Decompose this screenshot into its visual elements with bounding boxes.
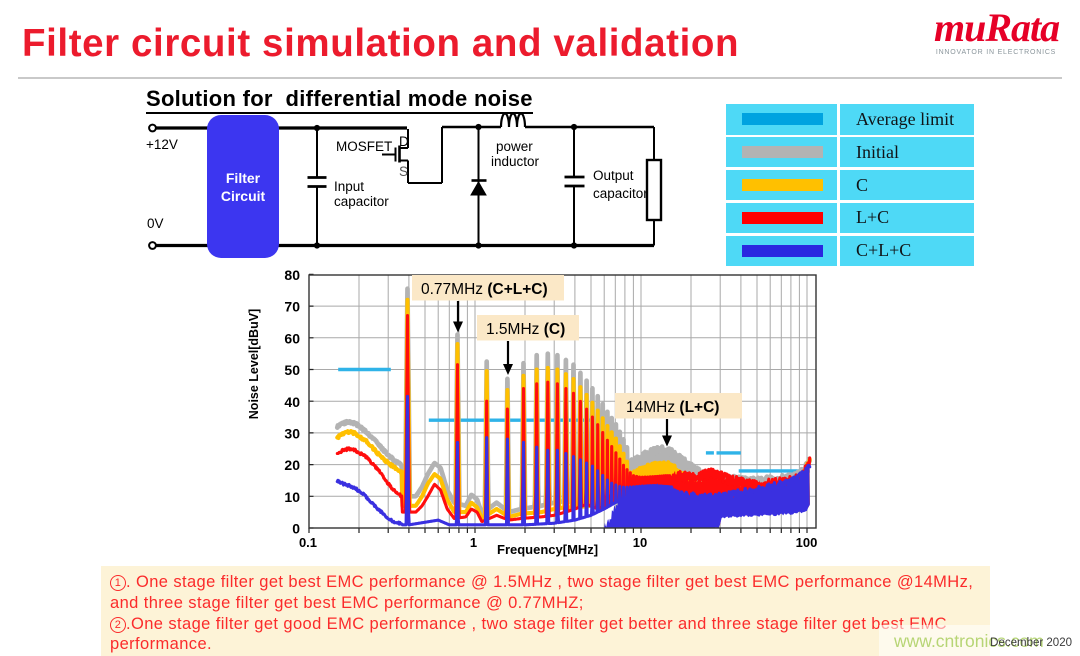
svg-text:20: 20	[284, 457, 300, 473]
svg-text:0.77MHz (C+L+C): 0.77MHz (C+L+C)	[421, 281, 548, 298]
svg-text:80: 80	[284, 267, 300, 283]
svg-text:+12V: +12V	[146, 137, 178, 152]
svg-text:Frequency[MHz]: Frequency[MHz]	[497, 542, 598, 557]
svg-text:inductor: inductor	[491, 154, 540, 169]
svg-text:capacitor: capacitor	[334, 194, 389, 209]
svg-text:capacitor: capacitor	[593, 186, 648, 201]
svg-text:60: 60	[284, 330, 300, 346]
svg-text:Noise Level[dBuV]: Noise Level[dBuV]	[247, 309, 261, 419]
svg-text:30: 30	[284, 426, 300, 442]
svg-text:Output: Output	[593, 168, 634, 183]
svg-text:MOSFET: MOSFET	[336, 139, 392, 154]
svg-text:1: 1	[470, 535, 477, 550]
svg-text:Filter: Filter	[226, 170, 261, 186]
svg-text:0V: 0V	[147, 216, 164, 231]
svg-text:10: 10	[633, 535, 647, 550]
svg-text:D: D	[399, 134, 409, 149]
svg-text:14MHz (L+C): 14MHz (L+C)	[626, 399, 719, 416]
svg-text:Input: Input	[334, 179, 364, 194]
svg-text:S: S	[399, 164, 408, 179]
svg-text:40: 40	[284, 394, 300, 410]
svg-text:Circuit: Circuit	[221, 188, 266, 204]
svg-text:power: power	[496, 139, 533, 154]
svg-text:0: 0	[292, 521, 300, 537]
svg-text:70: 70	[284, 299, 300, 315]
svg-text:0.1: 0.1	[299, 535, 317, 550]
svg-text:50: 50	[284, 362, 300, 378]
svg-text:10: 10	[284, 489, 300, 505]
svg-text:1.5MHz (C): 1.5MHz (C)	[486, 321, 565, 338]
svg-text:100: 100	[796, 535, 818, 550]
